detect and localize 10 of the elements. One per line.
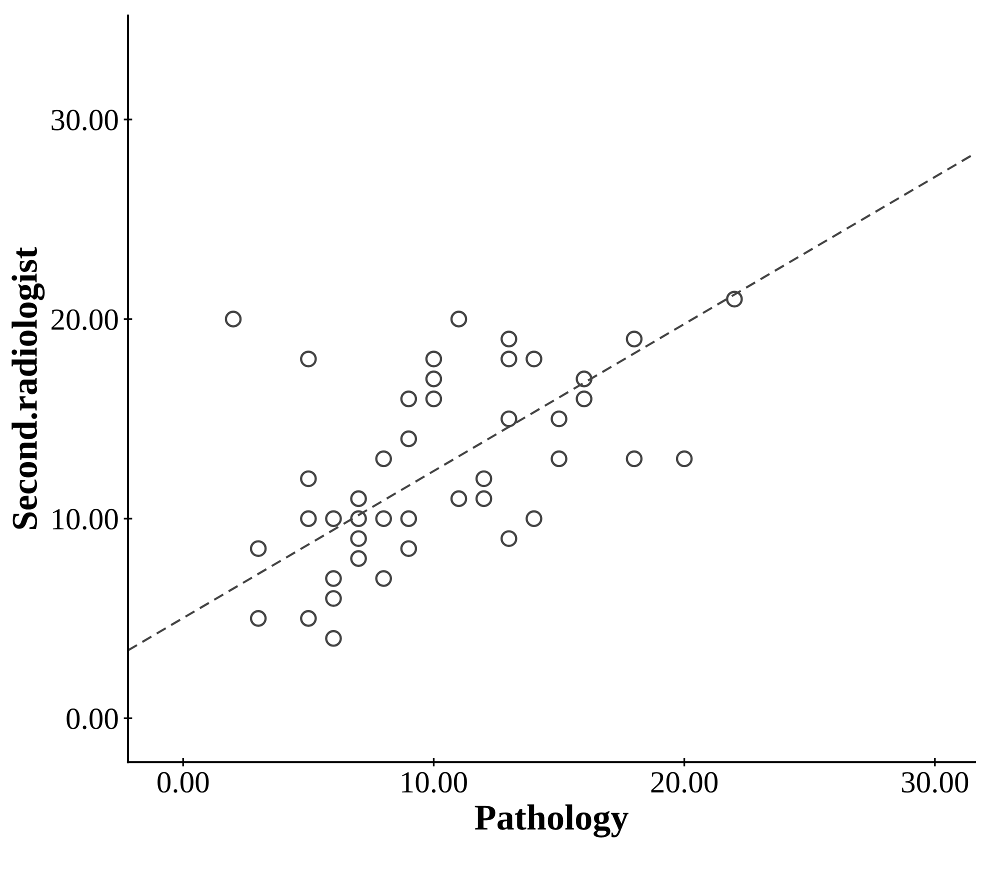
y-tick-label: 0.00 bbox=[66, 708, 118, 730]
x-tick-label: 30.00 bbox=[902, 772, 968, 793]
x-tick-label: 0.00 bbox=[158, 772, 209, 793]
y-tick-label: 20.00 bbox=[52, 309, 118, 330]
x-axis-title: Pathology bbox=[474, 804, 628, 838]
y-axis-title: Second.radiologist bbox=[12, 247, 45, 529]
y-tick-label: 30.00 bbox=[52, 110, 118, 131]
x-tick-label: 10.00 bbox=[402, 772, 467, 793]
x-tick-label: 20.00 bbox=[651, 772, 718, 793]
y-tick-label: 10.00 bbox=[52, 508, 118, 530]
